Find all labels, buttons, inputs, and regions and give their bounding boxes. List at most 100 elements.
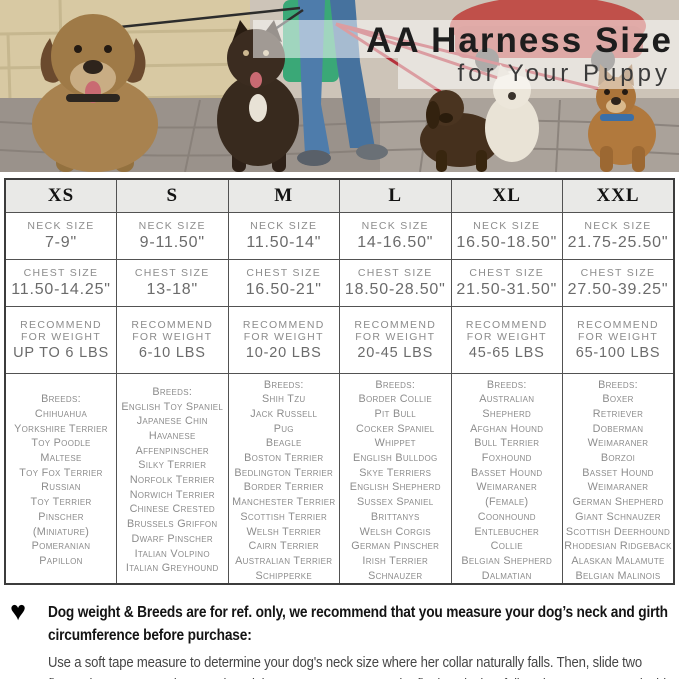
chest-cell-xl: CHEST SIZE 21.50-31.50"	[450, 258, 563, 307]
weight-label-1: RECOMMEND	[465, 318, 548, 331]
breed-item: Cocker Spaniel	[355, 422, 435, 435]
breed-item: Australian	[479, 393, 535, 406]
chest-cell-xxl: CHEST SIZE 27.50-39.25"	[562, 258, 675, 307]
banner-subtitle: for Your Puppy	[457, 60, 671, 87]
breed-item: Welsh Terrier	[246, 525, 322, 538]
weight-value: 20-45 LBS	[357, 344, 434, 361]
size-header-xl: XL	[450, 178, 563, 213]
breeds-cell-xxl: Breeds: Boxer Retriever Doberman Weimaraner…	[562, 372, 675, 585]
chest-cell-s: CHEST SIZE 13-18"	[116, 258, 229, 307]
weight-cell-xs: RECOMMEND FOR WEIGHT UP TO 6 LBS	[4, 305, 117, 374]
breed-item: Boston Terrier	[244, 452, 324, 465]
breed-item: Border Terrier	[243, 481, 324, 494]
size-header-l: L	[339, 178, 452, 213]
weight-cell-xl: RECOMMEND FOR WEIGHT 45-65 LBS	[450, 305, 563, 374]
breed-item: Toy Fox Terrier	[19, 466, 103, 479]
footnote-body: Use a soft tape measure to determine you…	[48, 655, 673, 679]
chest-value: 16.50-21"	[245, 280, 322, 298]
breeds-cell-xl: Breeds: Australian Shepherd Afghan Hound Bu…	[450, 372, 563, 585]
breeds-cell-xs: Breeds: Chihuahua Yorkshire Terrier Toy Po…	[4, 372, 117, 585]
breed-item: Welsh Corgis	[359, 525, 431, 538]
breed-item: Dalmatian	[481, 569, 532, 582]
weight-label-2: FOR WEIGHT	[355, 330, 436, 343]
breeds-label: Breeds:	[152, 385, 193, 398]
breed-list-m: Shih Tzu Jack Russell Pug Beagle Boston Terr…	[229, 392, 339, 583]
breed-item: Collie	[490, 540, 523, 553]
breed-item: Norwich Terrier	[129, 488, 215, 501]
breeds-cell-m: Breeds: Shih Tzu Jack Russell Pug Beagle Bos…	[227, 372, 340, 585]
breed-item: Affenpinscher	[135, 444, 209, 457]
chest-value: 11.50-14.25"	[11, 280, 111, 298]
breed-item: Japanese Chin	[136, 415, 208, 428]
breeds-label: Breeds:	[598, 378, 638, 391]
size-header-xxl: XXL	[562, 178, 675, 213]
breed-item: Skye Terriers	[359, 466, 432, 479]
breed-item: Cairn Terrier	[248, 540, 319, 553]
neck-value: 16.50-18.50"	[456, 233, 558, 251]
neck-value: 11.50-14"	[246, 233, 322, 251]
breed-item: Foxhound	[481, 452, 532, 465]
breed-item: Italian Volpino	[134, 547, 210, 560]
breed-list-xl: Australian Shepherd Afghan Hound Bull Terri…	[452, 392, 562, 583]
chest-label: CHEST SIZE	[580, 266, 656, 279]
breed-item: Pug	[273, 422, 294, 435]
chest-value: 27.50-39.25"	[567, 280, 669, 298]
breed-item: Schnauzer	[368, 569, 423, 582]
breed-item: Whippet	[374, 437, 416, 450]
breed-item: English Bulldog	[352, 452, 438, 465]
weight-label-1: RECOMMEND	[577, 318, 659, 331]
breed-item: (Female)	[485, 496, 529, 509]
size-header-m: M	[227, 178, 340, 213]
weight-row: RECOMMEND FOR WEIGHT UP TO 6 LBS RECOMME…	[4, 305, 675, 374]
neck-cell-xs: NECK SIZE 7-9"	[4, 211, 117, 260]
breeds-label: Breeds:	[263, 378, 304, 391]
breed-item: Alaskan Malamute	[571, 554, 665, 567]
breed-item: Weimaraner	[587, 437, 649, 450]
chest-size-row: CHEST SIZE 11.50-14.25" CHEST SIZE 13-18…	[4, 258, 675, 307]
breed-item: Schipperke	[255, 569, 312, 582]
neck-label: NECK SIZE	[473, 219, 541, 232]
weight-cell-l: RECOMMEND FOR WEIGHT 20-45 LBS	[339, 305, 452, 374]
breed-list-xxl: Boxer Retriever Doberman Weimaraner Borzoi Ba…	[563, 392, 673, 583]
breed-item: Dwarf Pinscher	[131, 532, 213, 545]
neck-value: 21.75-25.50"	[567, 233, 669, 251]
breed-item: Border Collie	[358, 393, 432, 406]
neck-label: NECK SIZE	[138, 219, 206, 232]
breed-item: (Miniature)	[32, 525, 90, 538]
neck-cell-l: NECK SIZE 14-16.50"	[339, 211, 452, 260]
weight-label-2: FOR WEIGHT	[577, 330, 659, 343]
weight-value: 6-10 LBS	[138, 344, 206, 361]
neck-cell-s: NECK SIZE 9-11.50"	[116, 211, 229, 260]
breed-item: Belgian Malinois	[575, 569, 661, 582]
breed-item: German Shepherd	[572, 496, 664, 509]
breed-item: Beagle	[265, 437, 302, 450]
breed-item: Silky Terrier	[138, 459, 207, 472]
breed-item: Italian Greyhound	[125, 562, 219, 575]
breed-item: Toy Terrier	[30, 496, 92, 509]
breed-item: Shepherd	[482, 407, 532, 420]
footnote-heading: Dog weight & Breeds are for ref. only, w…	[48, 604, 668, 644]
breed-item: Sussex Spaniel	[356, 496, 434, 509]
heart-icon: ♥	[10, 596, 27, 627]
weight-value: 45-65 LBS	[468, 344, 545, 361]
weight-label-2: FOR WEIGHT	[243, 330, 324, 343]
breed-list-s: English Toy Spaniel Japanese Chin Havanese…	[117, 400, 227, 576]
chest-label: CHEST SIZE	[23, 266, 99, 279]
neck-label: NECK SIZE	[361, 219, 429, 232]
breed-item: Jack Russell	[250, 407, 318, 420]
chest-cell-m: CHEST SIZE 16.50-21"	[227, 258, 340, 307]
breed-item: Entlebucher	[474, 525, 540, 538]
breed-item: Pit Bull	[374, 407, 417, 420]
weight-label-1: RECOMMEND	[131, 318, 214, 331]
breeds-row: Breeds: Chihuahua Yorkshire Terrier Toy Po…	[4, 372, 675, 585]
weight-value: 10-20 LBS	[245, 344, 322, 361]
title-backdrop-band-2	[398, 58, 679, 89]
large-tan-dog-shape	[32, 14, 158, 172]
breeds-label: Breeds:	[486, 378, 527, 391]
breed-item: Maltese	[40, 452, 82, 465]
weight-cell-xxl: RECOMMEND FOR WEIGHT 65-100 LBS	[562, 305, 675, 374]
breed-item: Doberman	[592, 422, 644, 435]
size-header-row: XS S M L XL XXL	[4, 178, 675, 213]
breed-item: Toy Poodle	[31, 437, 91, 450]
